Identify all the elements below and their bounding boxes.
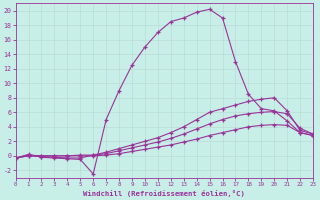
- X-axis label: Windchill (Refroidissement éolien,°C): Windchill (Refroidissement éolien,°C): [84, 190, 245, 197]
